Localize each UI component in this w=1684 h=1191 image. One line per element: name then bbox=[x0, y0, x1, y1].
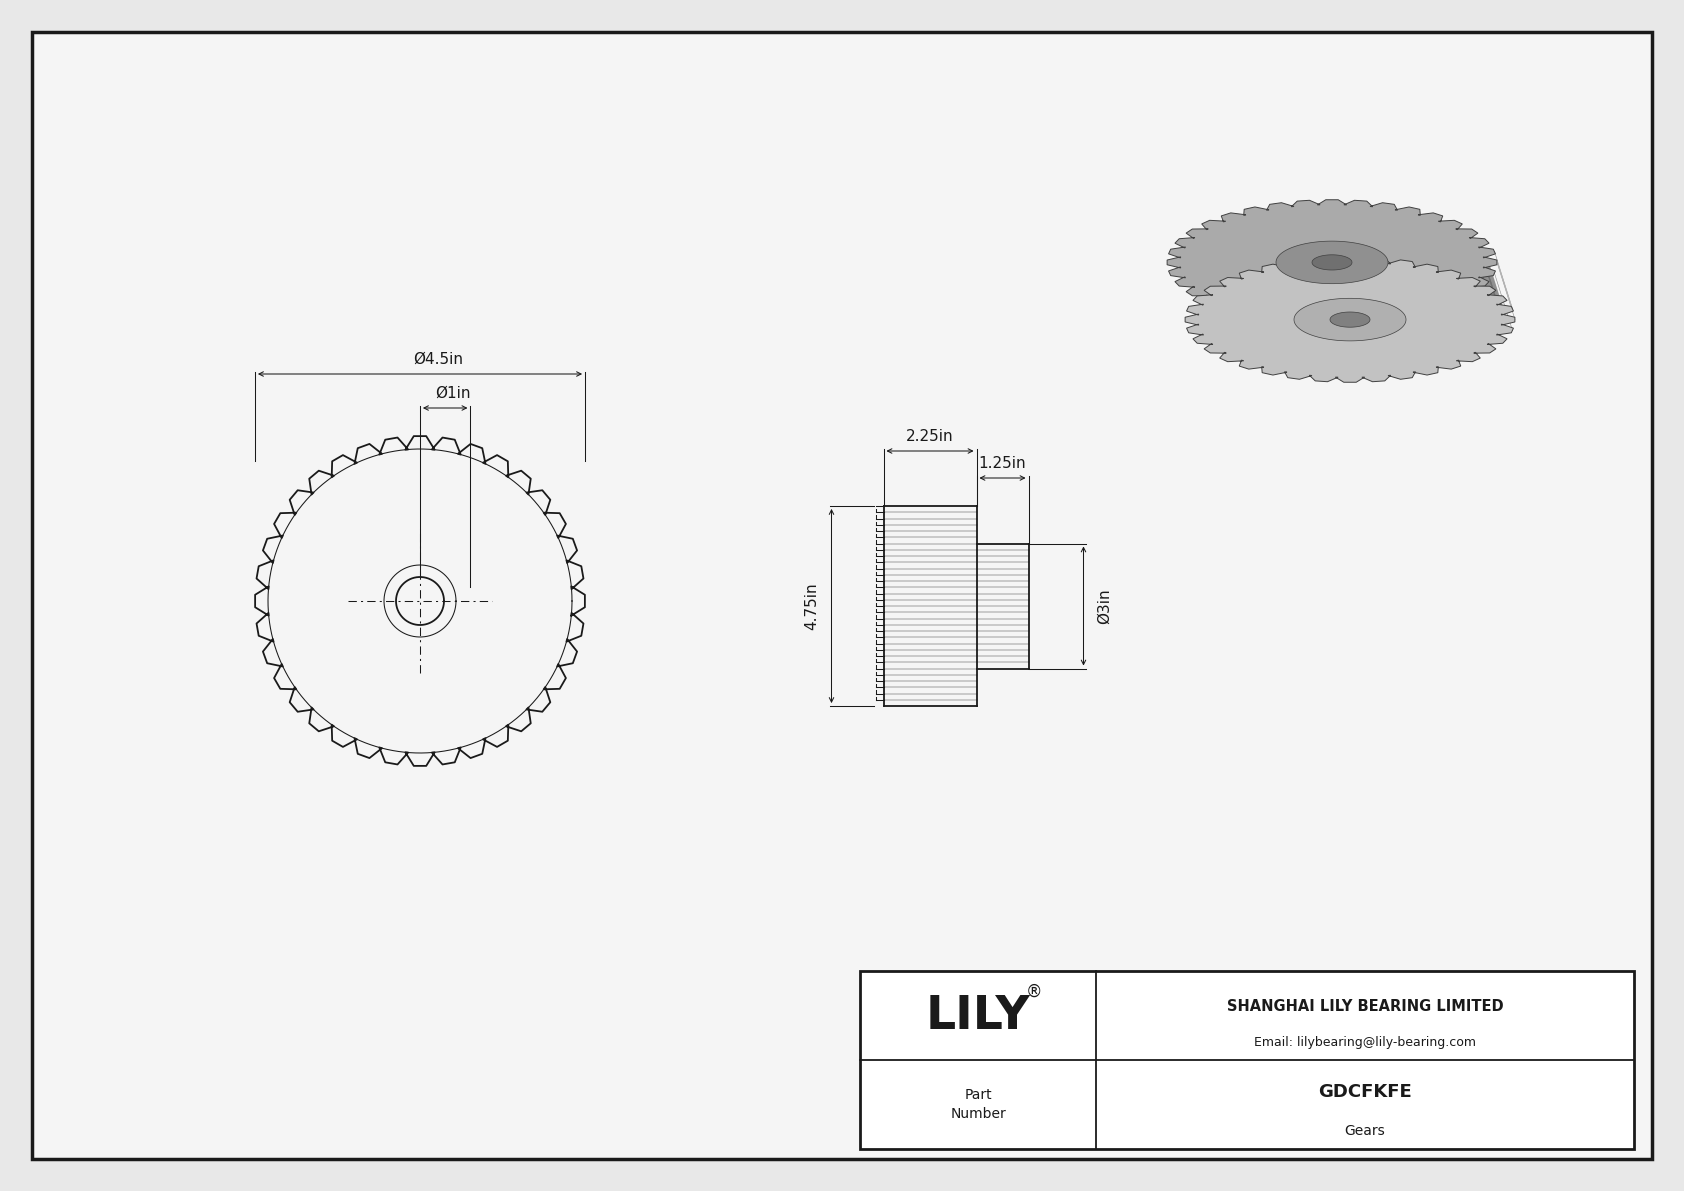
Text: ®: ® bbox=[1026, 983, 1042, 1000]
Text: Ø1in: Ø1in bbox=[436, 386, 472, 401]
Text: 1.25in: 1.25in bbox=[978, 456, 1026, 470]
Polygon shape bbox=[1167, 200, 1497, 325]
Text: Email: lilybearing@lily-bearing.com: Email: lilybearing@lily-bearing.com bbox=[1255, 1036, 1477, 1049]
Polygon shape bbox=[1201, 254, 1505, 379]
Polygon shape bbox=[1293, 298, 1406, 341]
Polygon shape bbox=[1312, 255, 1352, 270]
Text: 4.75in: 4.75in bbox=[805, 582, 820, 630]
Text: SHANGHAI LILY BEARING LIMITED: SHANGHAI LILY BEARING LIMITED bbox=[1226, 999, 1504, 1014]
Bar bbox=[861, 971, 1633, 1149]
Text: Part
Number: Part Number bbox=[950, 1089, 1005, 1121]
Polygon shape bbox=[1276, 241, 1388, 283]
Text: LILY: LILY bbox=[925, 994, 1031, 1039]
Text: Gears: Gears bbox=[1344, 1124, 1386, 1139]
Polygon shape bbox=[1186, 257, 1516, 382]
Text: Ø3in: Ø3in bbox=[1096, 588, 1111, 624]
Polygon shape bbox=[1330, 312, 1371, 328]
Text: GDCFKFE: GDCFKFE bbox=[1319, 1083, 1411, 1100]
Text: Ø4.5in: Ø4.5in bbox=[413, 353, 463, 367]
Text: 2.25in: 2.25in bbox=[906, 429, 953, 444]
